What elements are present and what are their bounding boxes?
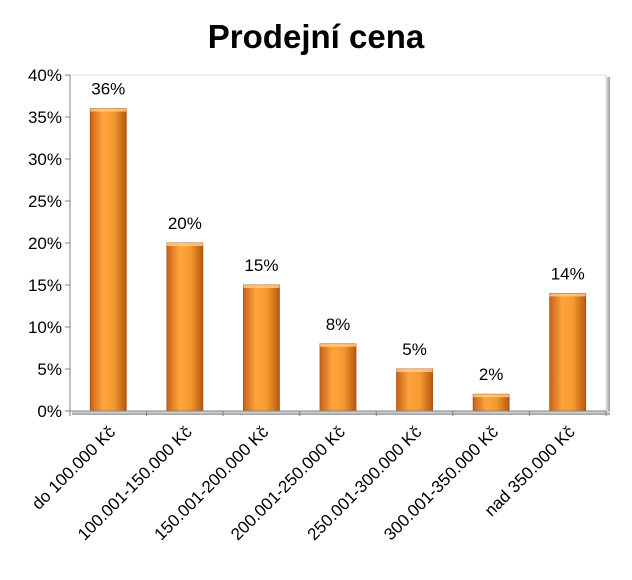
bar-top-highlight [320,343,356,347]
data-labels: 36% 20% 15% 8% 5% 2% 14% [91,80,584,385]
bar [319,343,357,412]
y-tick-label: 10% [28,318,62,337]
data-label: 36% [91,80,125,99]
data-label: 2% [479,365,504,384]
plot-frame-bottom-edge [72,411,610,415]
bars [89,108,587,412]
data-label: 14% [551,264,585,283]
bar-body [396,368,433,412]
y-tick-label: 30% [28,150,62,169]
data-label: 20% [168,214,202,233]
bar-top-highlight [549,293,586,297]
bar-body [243,284,280,412]
bar-top-highlight [473,394,510,398]
bar [243,284,280,412]
bar-top-highlight [166,243,203,246]
y-tick-label: 0% [37,402,62,421]
y-axis: 0% 5% 10% 15% 20% 25% 30% 35% 40% [28,66,71,421]
y-tick-label: 25% [28,192,62,211]
bar [166,242,204,412]
y-tick-label: 15% [28,276,62,295]
bar-body [166,242,204,412]
data-label: 15% [244,256,278,275]
bar [549,292,587,412]
y-tick-label: 5% [37,360,62,379]
bar-top-highlight [90,108,127,112]
chart-title: Prodejní cena [207,18,425,55]
bar [396,368,433,412]
data-label: 5% [402,340,427,359]
bar [472,393,510,412]
y-tick-label: 20% [28,234,62,253]
y-tick-label: 40% [28,66,62,85]
plot-frame-right-edge [606,77,610,415]
bar-top-highlight [243,285,280,288]
bar-body [319,343,357,412]
bar-body [549,292,587,412]
data-label: 8% [326,315,351,334]
bar-top-highlight [396,369,433,372]
bar-body [89,108,127,412]
y-tick-label: 35% [28,108,62,127]
bar [89,108,127,412]
